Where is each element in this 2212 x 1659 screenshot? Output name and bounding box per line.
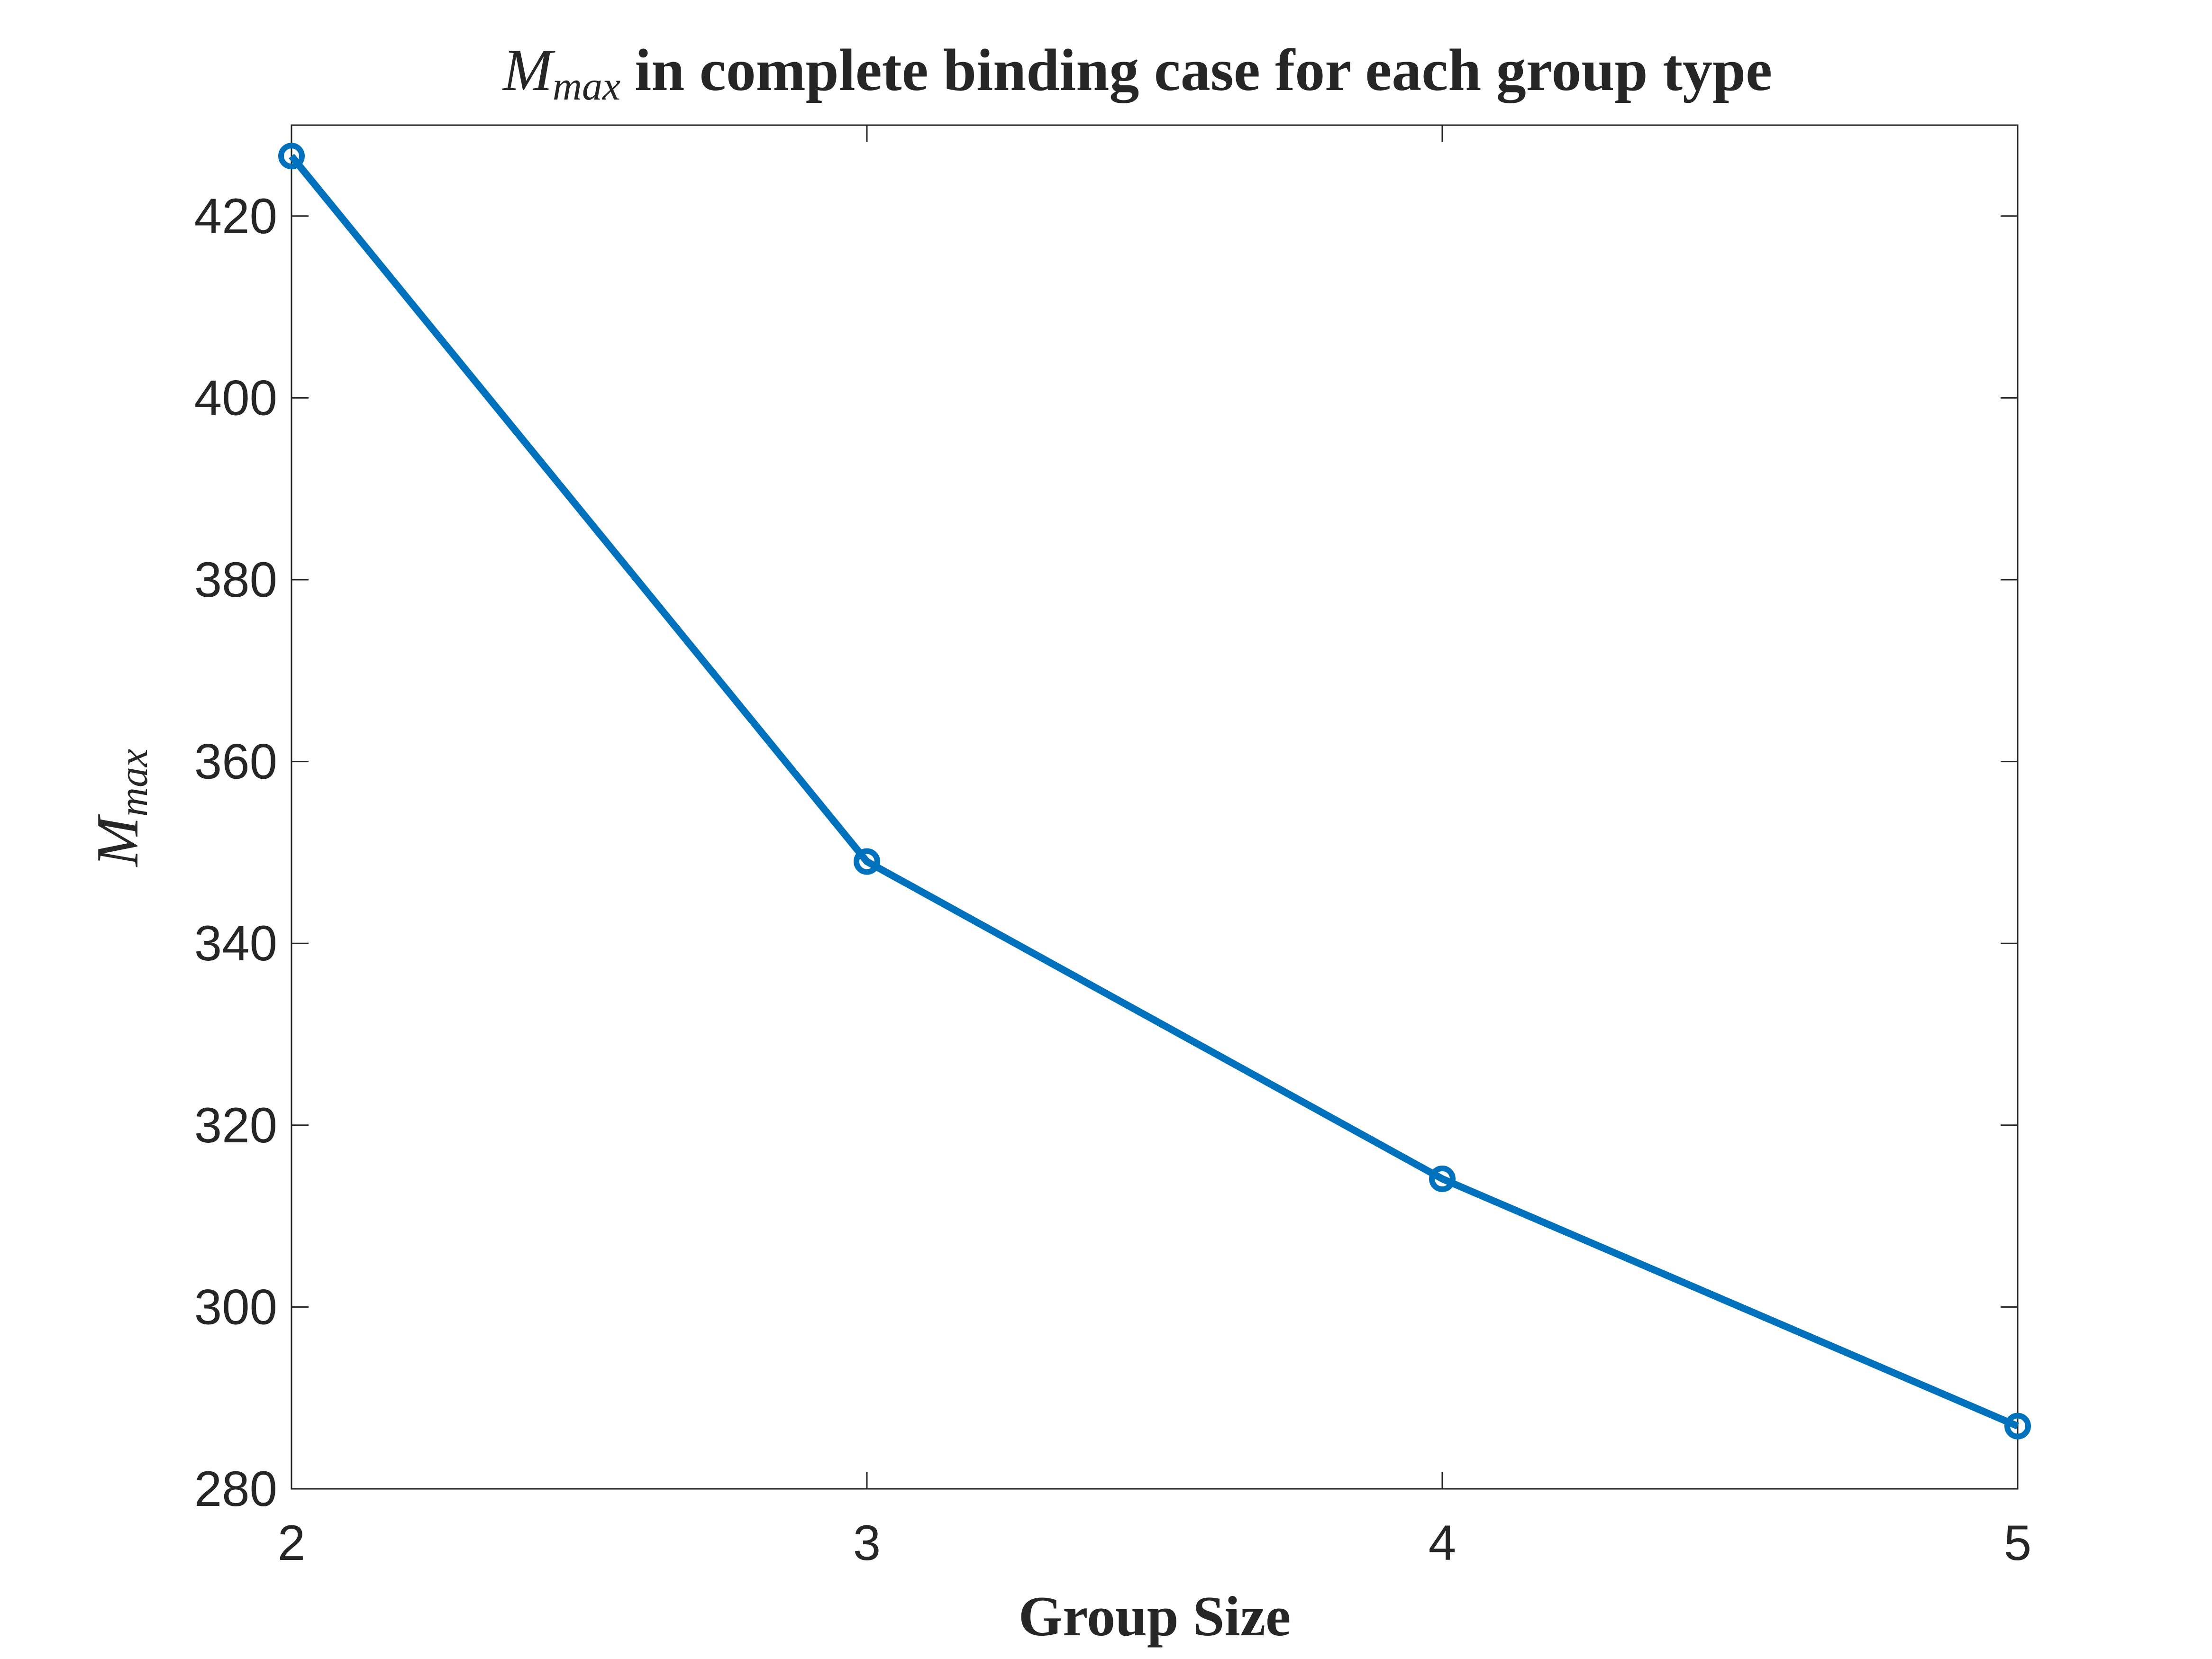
x-tick-label: 3 [853,1515,881,1571]
y-tick-label: 380 [194,552,277,608]
y-tick-label: 420 [194,189,277,244]
data-point [2004,1413,2031,1440]
title-subscript: max [553,63,620,109]
y-tick-label: 280 [194,1461,277,1517]
y-axis-label: Mmax [85,749,156,867]
y-label-subscript: max [110,749,156,817]
y-label-symbol: M [85,814,151,867]
data-line [289,154,2019,1430]
y-tick-label: 300 [194,1279,277,1335]
title-text: in complete binding case for each group … [635,37,1772,103]
y-tick-label: 320 [194,1098,277,1153]
y-tick-label: 340 [194,916,277,971]
x-tick-label: 4 [1429,1515,1456,1571]
data-point [278,143,305,170]
title-symbol: M [502,37,555,103]
plot-area [291,124,2019,1490]
chart-title: Mmax in complete binding case for each gr… [502,37,1772,109]
y-tick-label: 400 [194,370,277,426]
x-tick-label: 5 [2004,1515,2031,1571]
data-point [854,848,880,875]
data-point [1429,1165,1456,1192]
x-axis-label: Group Size [1019,1585,1291,1648]
x-tick-label: 2 [278,1515,305,1571]
y-tick-label: 360 [194,734,277,790]
